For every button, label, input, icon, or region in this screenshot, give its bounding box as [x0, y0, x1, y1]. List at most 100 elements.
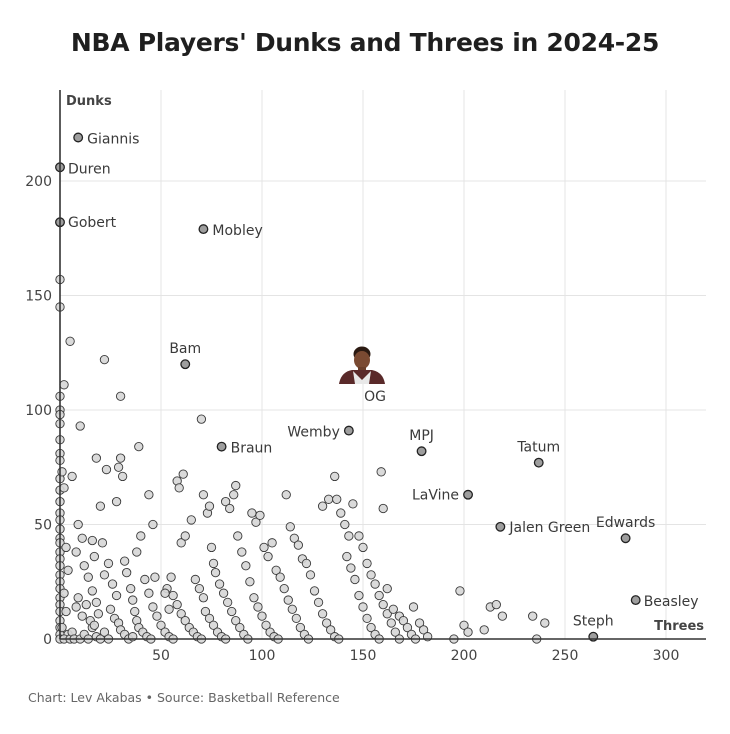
player-point [354, 590, 364, 601]
point-label: MPJ [409, 428, 434, 444]
player-point [73, 593, 83, 603]
player-point [95, 501, 106, 511]
player-point [241, 561, 251, 571]
player-point [267, 538, 277, 548]
scatter-plot: 0 50 100 150 200 50 100 150 200 250 300 Giannis Du… [25, 90, 706, 664]
y-tick-label: 100 [25, 403, 52, 419]
point-label: Edwards [596, 515, 655, 531]
player-point [89, 620, 99, 630]
player-point [214, 579, 225, 589]
player-point [105, 604, 116, 614]
labeled-player-point [343, 425, 354, 436]
player-point [150, 572, 160, 582]
player-point [198, 490, 209, 500]
player-point [408, 602, 419, 612]
player-point [388, 604, 398, 614]
player-point [332, 494, 342, 504]
og-player-headshot [338, 346, 386, 384]
point-label: Jalen Green [508, 520, 590, 536]
player-point [263, 551, 273, 562]
player-point [313, 597, 324, 608]
player-point [134, 441, 144, 452]
player-point [172, 600, 182, 610]
player-point [390, 627, 400, 637]
player-point [229, 490, 239, 500]
player-point [128, 595, 138, 605]
chart-title: NBA Players' Dunks and Threes in 2024-25 [70, 28, 660, 57]
player-point [479, 625, 489, 635]
player-point [196, 414, 207, 424]
player-point [528, 611, 538, 621]
point-label: Giannis [87, 131, 139, 147]
player-point [253, 602, 263, 612]
player-point [111, 590, 122, 601]
player-point [59, 588, 69, 598]
labeled-player-point [463, 489, 473, 500]
player-point [348, 499, 358, 509]
player-point [346, 563, 356, 573]
player-point [291, 613, 301, 624]
player-point [113, 462, 124, 472]
labeled-player-point [533, 457, 544, 468]
x-axis-title: Threes [654, 619, 704, 634]
labeled-player-point [620, 533, 631, 544]
player-point [59, 380, 69, 390]
player-point [111, 496, 122, 507]
player-point [340, 519, 350, 530]
player-point [382, 609, 392, 619]
player-point [166, 572, 176, 582]
point-label: Duren [68, 161, 111, 177]
player-point [115, 453, 126, 463]
player-point [295, 622, 306, 633]
player-point [71, 547, 81, 557]
player-point [148, 519, 158, 530]
player-point [75, 421, 85, 431]
x-tick-label: 200 [451, 648, 478, 664]
player-point [91, 453, 102, 463]
player-point [255, 510, 265, 520]
player-point [174, 483, 184, 493]
player-point [301, 558, 312, 569]
player-point [317, 501, 328, 511]
player-point [463, 627, 473, 637]
player-point [275, 572, 285, 582]
player-point [115, 391, 126, 401]
player-point [370, 579, 380, 589]
player-point [350, 574, 360, 585]
x-tick-label: 150 [350, 648, 377, 664]
point-label-og: OG [364, 389, 386, 405]
point-label: Mobley [212, 223, 262, 239]
player-point [336, 508, 346, 518]
player-point [107, 579, 118, 589]
axes [59, 90, 706, 640]
player-point [208, 620, 219, 630]
labeled-player-point [198, 224, 209, 235]
point-label: Tatum [516, 440, 560, 456]
y-axis-title: Dunks [66, 94, 112, 109]
player-point [459, 620, 469, 630]
player-point [317, 609, 328, 619]
player-point [117, 471, 128, 482]
player-point [497, 611, 508, 621]
player-point [285, 522, 295, 532]
y-axis-ticks: 0 50 100 150 200 [25, 174, 52, 648]
player-point [220, 496, 231, 507]
point-label: Steph [573, 614, 614, 630]
player-point [366, 570, 376, 580]
player-point [259, 542, 269, 553]
player-point [194, 583, 205, 594]
player-point [180, 616, 190, 626]
point-label: Bam [169, 341, 201, 357]
player-point [245, 577, 255, 587]
player-point [130, 606, 140, 617]
y-tick-label: 50 [34, 518, 52, 534]
point-label: Braun [231, 441, 273, 457]
player-point [358, 542, 368, 553]
labeled-player-point [216, 441, 227, 452]
player-point [233, 531, 243, 541]
player-point [366, 622, 376, 633]
x-tick-label: 100 [249, 648, 276, 664]
player-point [376, 467, 386, 477]
player-point [89, 551, 99, 562]
